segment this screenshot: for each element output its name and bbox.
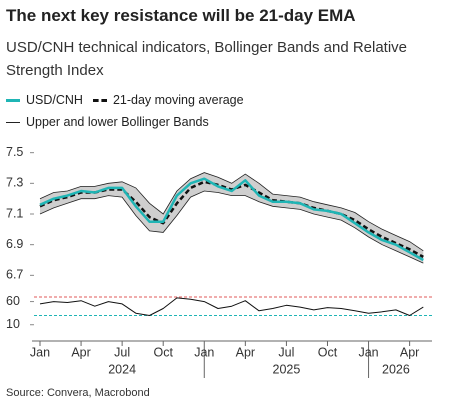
x-tick-label: Apr [400, 345, 419, 359]
series-line [39, 177, 424, 262]
x-tick-label: Jan [358, 345, 378, 359]
year-label: 2024 [108, 362, 136, 376]
band-line [39, 172, 424, 252]
band-fill [40, 172, 424, 264]
legend-label: Upper and lower Bollinger Bands [26, 115, 209, 129]
y-tick-label: 6.9 [6, 237, 23, 251]
legend-label: 21-day moving average [112, 93, 244, 107]
series-line [39, 297, 424, 316]
x-tick-label: Oct [153, 345, 173, 359]
y-tick-label: 60 [6, 294, 20, 308]
year-label: 2025 [273, 362, 301, 376]
y-tick-label: 7.5 [6, 145, 23, 159]
x-tick-label: Jan [194, 345, 214, 359]
band-line [39, 190, 424, 264]
y-tick-label: 10 [6, 317, 20, 331]
y-tick-label: 6.7 [6, 268, 23, 282]
x-tick-label: Jul [278, 345, 294, 359]
x-tick-label: Apr [236, 345, 255, 359]
legend-swatch [6, 98, 20, 102]
legend: Upper and lower Bollinger Bands [6, 115, 209, 129]
x-tick-label: Oct [318, 345, 338, 359]
x-tick-label: Jul [114, 345, 130, 359]
legend: USD/CNH 21-day moving average [6, 93, 244, 107]
x-tick-label: Jan [30, 345, 50, 359]
y-tick-label: 7.1 [6, 206, 23, 220]
legend-label: USD/CNH [26, 93, 83, 107]
source: Source: Convera, Macrobond [6, 387, 150, 399]
title: The next key resistance will be 21-day E… [6, 6, 356, 25]
x-tick-label: Apr [71, 345, 90, 359]
legend-swatch [6, 121, 20, 123]
year-label: 2026 [382, 362, 410, 376]
y-tick-label: 7.3 [6, 176, 23, 190]
legend-swatch [92, 98, 107, 102]
subtitle: USD/CNH technical indicators, Bollinger … [6, 39, 408, 79]
